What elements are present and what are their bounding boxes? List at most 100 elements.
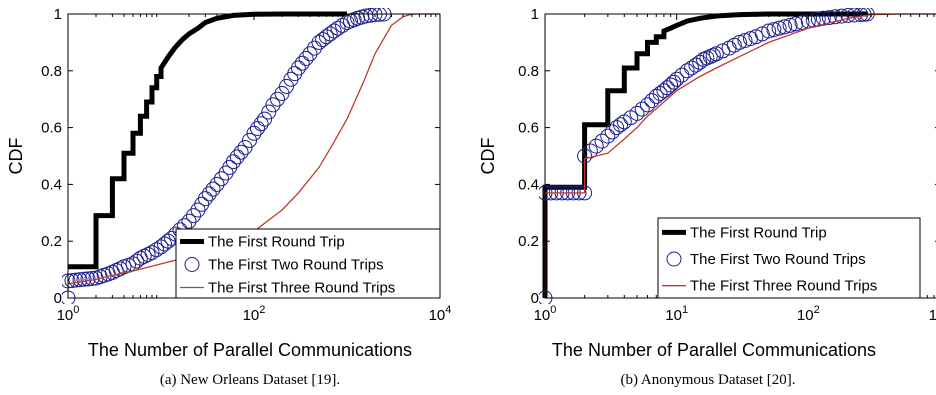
legend-swatch-2 [184,257,200,272]
legend-label-1: The First Round Trip [690,224,827,241]
x-axis-label: The Number of Parallel Communications [552,340,876,360]
series-2-point-31 [181,213,197,229]
series-2-point-40 [218,165,234,181]
series-2-point-57 [287,66,303,82]
series-2-point-43 [229,149,245,165]
x-tick-label-1: 102 [243,304,266,324]
legend-swatch-2 [666,251,682,267]
legend-label-3: The First Three Round Trips [690,278,877,295]
series-2-point-64 [315,32,331,48]
legend-box [175,228,441,299]
series-2-point-61 [302,46,318,62]
legend-label-2: The First Two Round Trips [208,257,384,274]
series-2-point-20 [136,248,152,264]
series-2-point-48 [761,23,777,39]
series-2-point-39 [214,171,229,187]
series-2-point-58 [815,10,831,26]
series-2-point-46 [748,29,764,45]
legend-box [657,217,921,299]
series-2-point-20 [634,101,650,117]
series-2-point-23 [149,242,164,258]
series-2-point-22 [644,93,660,109]
series-2-point-11 [588,138,604,154]
series-2-point-44 [737,33,753,48]
series-2-point-37 [205,181,221,197]
series-2-point-62 [840,8,856,23]
series-2-point-42 [225,154,241,170]
series-2-point-36 [201,186,217,202]
series-2-point-38 [209,176,225,192]
chart-caption: (a) New Orleans Dataset [19]. [160,372,340,388]
series-1-group [68,11,347,270]
series-2-point-17 [616,114,632,130]
series-2-point-53 [270,91,285,107]
series-2-point-32 [684,60,699,76]
series-2-point-50 [257,111,273,127]
series-2-point-35 [197,191,213,207]
series-2-point-4 [72,272,88,288]
series-2-point-38 [705,47,721,63]
series-2-point-62 [307,40,322,56]
series-2-point-63 [846,8,862,23]
y-tick-label-5: 1 [54,6,62,23]
x-tick-label-0: 100 [534,304,557,324]
chart-caption: (b) Anonymous Dataset [20]. [621,372,796,388]
series-2-point-45 [237,140,253,155]
legend-label-2: The First Two Round Trips [690,251,866,268]
series-2-point-29 [669,71,685,87]
x-tick-label-3: 103 [929,304,936,324]
series-2-point-50 [771,20,787,36]
series-2-point-68 [330,20,346,36]
legend: The First Round Trip The First Two Round … [175,228,441,299]
x-axis-label: The Number of Parallel Communications [88,340,412,360]
series-3-group [67,13,440,285]
series-2-point-21 [140,247,156,262]
series-2-point-5 [76,271,92,287]
series-2-point-77 [367,8,383,23]
legend: The First Round Trip The First Two Round … [657,217,921,299]
series-line-3 [544,13,936,298]
series-2-point-60 [827,9,843,25]
series-2-point-14 [604,124,620,140]
y-tick-label-3: 0.6 [41,120,62,137]
series-2-point-66 [322,26,338,42]
legend-label-3: The First Three Round Trips [208,280,395,297]
series-2-point-47 [246,125,262,141]
series-2-point-47 [754,26,770,42]
y-tick-label-1: 0.2 [518,233,539,250]
series-2-point-54 [274,86,290,101]
series-2-point-52 [265,97,281,113]
y-tick-label-2: 0.4 [518,176,539,193]
series-2-point-23 [648,88,664,104]
x-tick-label-1: 101 [665,304,688,324]
series-2-point-65 [318,29,334,45]
y-tick-label-2: 0.4 [41,176,62,193]
x-tick-label-2: 104 [429,304,452,324]
series-2-point-15 [609,120,625,136]
series-2-point-12 [594,133,610,149]
y-tick-label-1: 0.2 [41,233,62,250]
series-2-point-51 [261,104,277,120]
series-2-point-33 [688,57,704,73]
x-tick-label-2: 102 [797,304,820,324]
series-2-point-59 [821,10,837,26]
y-tick-label-3: 0.6 [518,120,539,137]
series-2-point-2 [64,273,80,289]
series-2-point-67 [326,23,342,39]
series-2-point-49 [766,22,782,38]
legend-label-1: The First Round Trip [208,234,345,251]
series-2-point-43 [732,34,747,50]
series-line-3 [67,13,440,285]
chart-a-svg: 0 0.2 0.4 0.6 0.8 1 100 102 104 CDF The Number of … [6,6,452,388]
series-2-point-27 [663,77,679,93]
series-2-point-49 [253,116,269,132]
series-2-point-44 [233,144,249,160]
series-2-point-58 [290,60,306,76]
y-tick-label-4: 0.8 [41,63,62,80]
series-2-point-63 [311,34,327,50]
series-2-point-18 [623,110,639,126]
series-2-point-13 [600,128,616,144]
y-axis-label: CDF [478,138,498,175]
series-2-point-30 [674,67,690,83]
x-tick-label-0: 100 [57,304,80,324]
